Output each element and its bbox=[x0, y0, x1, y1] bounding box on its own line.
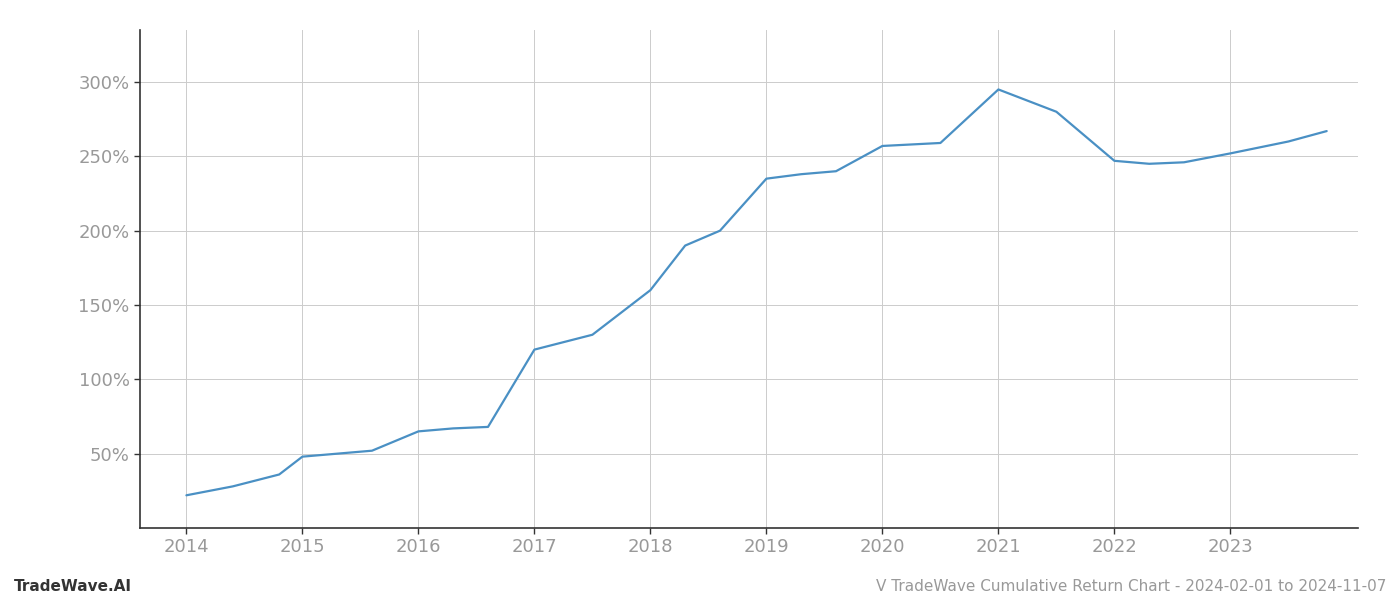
Text: V TradeWave Cumulative Return Chart - 2024-02-01 to 2024-11-07: V TradeWave Cumulative Return Chart - 20… bbox=[875, 579, 1386, 594]
Text: TradeWave.AI: TradeWave.AI bbox=[14, 579, 132, 594]
